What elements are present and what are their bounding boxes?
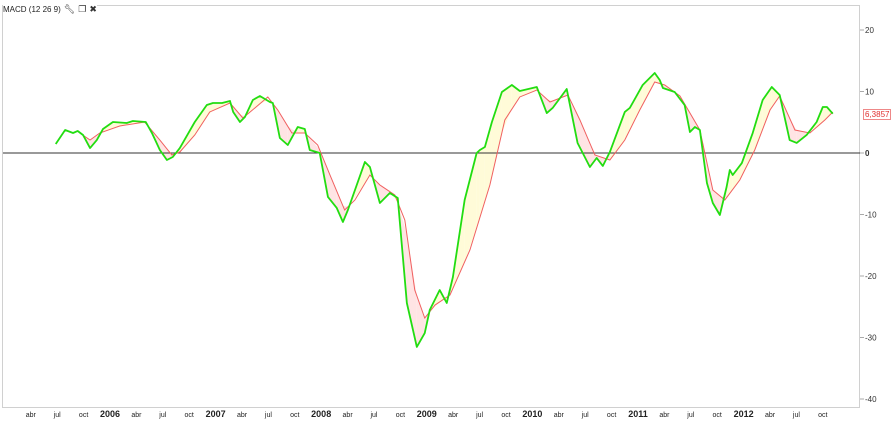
histogram-fill bbox=[476, 149, 480, 228]
last-value-badge: 6,3857 bbox=[863, 109, 891, 120]
histogram-fill bbox=[364, 161, 370, 184]
histogram-fill bbox=[206, 103, 213, 117]
wrench-icon[interactable]: 🔧︎ bbox=[63, 4, 76, 14]
y-tick-label: 10 bbox=[865, 88, 874, 97]
x-tick-label: abr bbox=[659, 412, 670, 419]
histogram-fill bbox=[479, 146, 485, 218]
x-tick-label: 2008 bbox=[311, 409, 331, 419]
x-tick-label: abr bbox=[765, 412, 776, 419]
x-tick-label: oct bbox=[607, 412, 616, 419]
histogram-fill bbox=[822, 106, 827, 122]
histogram-fill bbox=[712, 190, 720, 215]
x-tick-label: oct bbox=[396, 412, 405, 419]
x-tick-label: oct bbox=[185, 412, 194, 419]
x-tick-label: 2012 bbox=[734, 409, 754, 419]
close-icon[interactable]: ✖ bbox=[89, 4, 97, 14]
histogram-fill bbox=[771, 87, 780, 108]
x-tick-label: 2009 bbox=[417, 409, 437, 419]
histogram-fill bbox=[439, 290, 447, 303]
histogram-fill bbox=[642, 72, 655, 105]
histogram-fill bbox=[416, 295, 425, 347]
histogram-fill bbox=[706, 162, 713, 203]
x-tick-label: 2010 bbox=[522, 409, 542, 419]
histogram-fill bbox=[212, 103, 223, 111]
x-tick-label: jul bbox=[53, 412, 61, 419]
y-tick-label: 20 bbox=[865, 26, 874, 35]
histogram-fill bbox=[406, 234, 417, 347]
y-tick-label: -20 bbox=[865, 272, 877, 281]
histogram-fill bbox=[589, 143, 597, 168]
x-tick-label: oct bbox=[713, 412, 722, 419]
histogram-fill bbox=[729, 169, 733, 194]
plot-frame bbox=[2, 5, 860, 408]
histogram-fill bbox=[159, 140, 167, 161]
macd-line bbox=[54, 72, 834, 348]
x-tick-label: jul bbox=[581, 412, 589, 419]
y-tick-label: -10 bbox=[865, 211, 877, 220]
x-tick-label: jul bbox=[264, 412, 272, 419]
x-tick-label: oct bbox=[290, 412, 299, 419]
histogram-fill bbox=[379, 184, 390, 203]
histogram-fill bbox=[279, 113, 288, 146]
histogram-fill bbox=[336, 191, 343, 223]
x-tick-label: jul bbox=[158, 412, 166, 419]
histogram-fill bbox=[577, 115, 590, 168]
x-tick-label: abr bbox=[343, 412, 354, 419]
y-tick-label: -40 bbox=[865, 395, 877, 404]
histogram-fill bbox=[629, 84, 643, 131]
histogram-fill bbox=[546, 99, 553, 114]
histogram-fill bbox=[741, 133, 753, 176]
histogram-fill bbox=[194, 105, 207, 135]
window-restore-icon[interactable]: ❐ bbox=[78, 4, 87, 14]
x-tick-label: abr bbox=[237, 412, 248, 419]
histogram-fill bbox=[752, 99, 763, 155]
x-tick-label: jul bbox=[686, 412, 694, 419]
histogram-fill bbox=[511, 84, 520, 110]
histogram-fill bbox=[519, 87, 537, 97]
histogram-fill bbox=[297, 126, 305, 134]
x-tick-label: jul bbox=[369, 412, 377, 419]
signal-line bbox=[79, 81, 834, 320]
histogram-fill bbox=[796, 130, 807, 143]
histogram-fill bbox=[491, 91, 502, 177]
x-tick-label: oct bbox=[818, 412, 827, 419]
x-tick-label: abr bbox=[554, 412, 565, 419]
x-tick-label: jul bbox=[475, 412, 483, 419]
histogram-fill bbox=[732, 163, 742, 190]
x-tick-label: abr bbox=[131, 412, 142, 419]
y-tick-label: -30 bbox=[865, 334, 877, 343]
x-tick-label: abr bbox=[448, 412, 459, 419]
indicator-title: MACD (12 26 9) bbox=[3, 5, 61, 14]
x-tick-label: abr bbox=[26, 412, 37, 419]
x-tick-label: 2007 bbox=[206, 409, 226, 419]
histogram-fill bbox=[309, 137, 320, 153]
y-tick-label: 0 bbox=[865, 149, 870, 158]
x-tick-label: 2006 bbox=[100, 409, 120, 419]
x-tick-label: oct bbox=[79, 412, 88, 419]
histogram-fill bbox=[464, 153, 477, 262]
indicator-header: MACD (12 26 9) 🔧︎ ❐ ✖ bbox=[3, 4, 97, 15]
x-tick-label: jul bbox=[792, 412, 800, 419]
histogram-fill bbox=[789, 118, 797, 143]
x-tick-label: oct bbox=[501, 412, 510, 419]
x-tick-label: 2011 bbox=[628, 409, 648, 419]
